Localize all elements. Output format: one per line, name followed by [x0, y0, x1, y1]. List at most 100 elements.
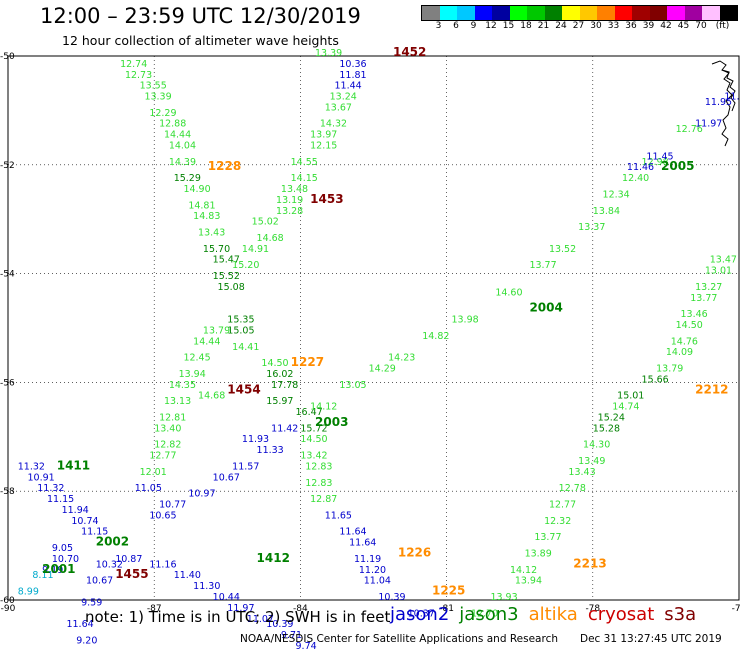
wave-height-value: 13.77 — [534, 532, 561, 543]
pass-time-label: 2004 — [529, 301, 562, 315]
wave-height-value: 14.60 — [495, 287, 522, 298]
wave-height-value: 11.15 — [47, 494, 74, 505]
color-scale-label: 42 — [660, 21, 672, 31]
wave-height-value: 12.77 — [149, 451, 176, 462]
wave-height-value: 12.83 — [305, 461, 332, 472]
wave-height-value: 13.43 — [198, 228, 225, 239]
wave-height-value: 10.32 — [96, 559, 123, 570]
color-swatch — [632, 6, 650, 20]
wave-height-value: 9.74 — [296, 641, 317, 650]
latitude-tick-label: -58 — [0, 487, 15, 497]
wave-height-value: 13.24 — [330, 92, 357, 103]
wave-height-value: 13.40 — [154, 423, 181, 434]
wave-height-value: 11.04 — [364, 576, 391, 587]
wave-height-value: 14.50 — [261, 358, 288, 369]
wave-height-value: 13.46 — [681, 309, 708, 320]
wave-height-value: 10.36 — [339, 59, 366, 70]
generated-timestamp: Dec 31 13:27:45 UTC 2019 — [580, 633, 722, 645]
wave-height-value: 10.77 — [159, 500, 186, 511]
legend-item-cryosat: cryosat — [587, 604, 655, 625]
wave-height-value: 13.67 — [325, 102, 352, 113]
wave-height-value: 14.91 — [242, 244, 269, 255]
wave-height-value: 13.27 — [695, 282, 722, 293]
wave-height-value: 10.39 — [266, 619, 293, 630]
wave-height-value: 14.12 — [510, 565, 537, 576]
wave-height-value: 12.29 — [149, 108, 176, 119]
longitude-tick-label: -78 — [585, 604, 600, 614]
coastline — [721, 69, 736, 112]
wave-height-value: 12.45 — [183, 353, 210, 364]
wave-height-value: 14.76 — [671, 336, 698, 347]
wave-height-value: 13.55 — [140, 81, 167, 92]
wave-height-value: 13.97 — [310, 130, 337, 141]
pass-time-label: 2005 — [661, 159, 694, 173]
color-scale-label: 6 — [453, 21, 459, 31]
color-scale-label: 27 — [572, 21, 585, 31]
color-scale-label: 15 — [502, 21, 515, 31]
color-scale-label: 33 — [607, 21, 620, 31]
wave-height-value: 13.05 — [339, 380, 366, 391]
wave-height-value: 13.52 — [549, 244, 576, 255]
color-swatch — [562, 6, 580, 20]
color-swatch — [579, 6, 597, 20]
wave-height-value: 12.81 — [159, 412, 186, 423]
wave-height-value: 11.97 — [227, 603, 254, 614]
wave-height-value: 13.48 — [281, 184, 308, 195]
pass-time-label: 1227 — [291, 355, 324, 369]
wave-height-value: 9.05 — [52, 543, 73, 554]
color-swatch — [702, 6, 720, 20]
pass-time-label: 2001 — [42, 562, 75, 576]
wave-height-value: 14.90 — [183, 184, 210, 195]
legend-item-jason3: jason3 — [459, 604, 519, 625]
satellite-legend: jason2 jason3 altika cryosat s3a — [390, 604, 706, 625]
wave-height-value: 11.64 — [66, 619, 93, 630]
wave-height-value: 13.42 — [300, 451, 327, 462]
color-scale-label: 12 — [485, 21, 497, 31]
wave-height-value: 9.59 — [81, 597, 102, 608]
wave-height-value: 13.13 — [164, 396, 191, 407]
wave-height-value: 11.40 — [174, 570, 201, 581]
wave-height-value: 15.28 — [593, 423, 620, 434]
wave-height-value: 10.91 — [27, 472, 54, 483]
wave-height-value: 15.66 — [642, 374, 669, 385]
latitude-tick-label: -50 — [0, 52, 15, 62]
page-title: 12:00 – 23:59 UTC 12/30/2019 — [40, 4, 361, 28]
longitude-tick-label: -87 — [147, 604, 162, 614]
longitude-tick-label: -75 — [732, 604, 740, 614]
wave-height-value: 14.68 — [198, 391, 225, 402]
wave-height-value: 13.47 — [710, 255, 737, 266]
wave-height-value: 13.28 — [276, 206, 303, 217]
map-frame — [7, 55, 740, 601]
color-scale-label: 24 — [555, 21, 567, 31]
wave-height-value: 10.37 — [408, 608, 435, 619]
wave-height-value: 12.15 — [310, 140, 337, 151]
color-scale-label: 39 — [642, 21, 655, 31]
wave-height-value: 14.81 — [188, 200, 215, 211]
units-note: note: 1) Time is in UTC; 2) SWH is in fe… — [85, 608, 391, 626]
wave-height-value: 11.07 — [247, 614, 274, 625]
wave-height-value: 14.30 — [583, 440, 610, 451]
wave-height-value: 12.82 — [154, 440, 181, 451]
wave-height-value: 16.47 — [296, 407, 323, 418]
wave-height-value: 15.47 — [213, 255, 240, 266]
wave-height-value: 13.89 — [525, 548, 552, 559]
wave-height-value: 13.49 — [578, 456, 605, 467]
color-swatch — [422, 6, 440, 20]
wave-height-value: 12.77 — [549, 500, 576, 511]
latitude-tick-label: -56 — [0, 378, 15, 388]
pass-time-label: 1452 — [393, 45, 426, 59]
wave-height-value: 14.55 — [291, 157, 318, 168]
wave-height-value: 11.97 — [695, 119, 722, 130]
wave-height-value: 12.40 — [622, 173, 649, 184]
wave-height-value: 10.74 — [71, 516, 98, 527]
wave-height-value: 15.70 — [203, 244, 230, 255]
legend-item-jason2: jason2 — [390, 604, 450, 625]
wave-height-value: 11.93 — [242, 434, 269, 445]
wave-height-value: 13.94 — [515, 576, 542, 587]
color-swatch — [597, 6, 615, 20]
wave-height-value: 12.32 — [544, 516, 571, 527]
longitude-tick-label: -84 — [293, 604, 308, 614]
color-scale-labels: 3 6 9 12 15 18 21 24 27 30 33 36 39 42 45 70 (ft) — [421, 21, 740, 33]
